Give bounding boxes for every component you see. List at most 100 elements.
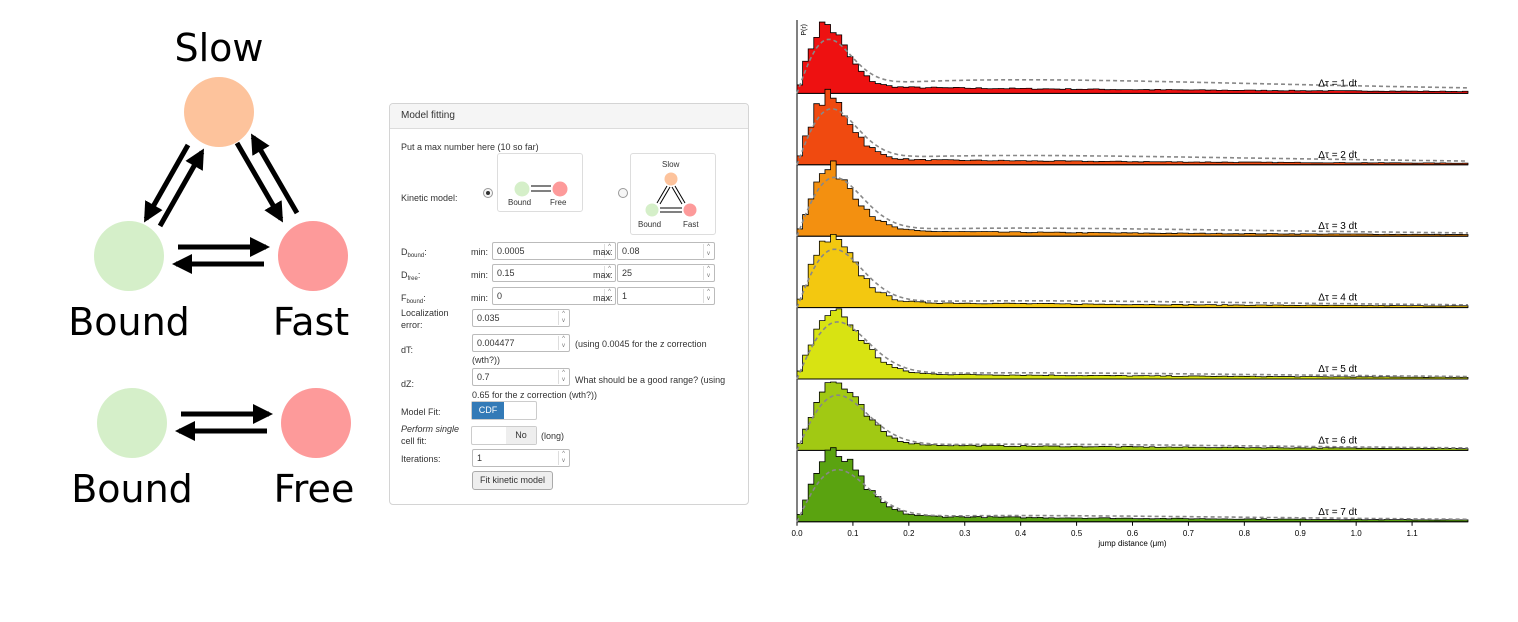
histogram-6 [796, 381, 1469, 451]
arrow-bound-to-slow [157, 148, 205, 228]
model-fit-toggle[interactable]: CDF [471, 401, 537, 420]
fit-curve-2 [796, 107, 1468, 166]
fit-kinetic-model-button[interactable]: Fit kinetic model [472, 471, 553, 490]
localization-error-input[interactable]: 0.035 ^ v [472, 309, 570, 327]
x-axis-label: jump distance (μm) [1097, 539, 1167, 548]
single-cell-label-2: cell fit: [401, 436, 427, 446]
fit-curve-1 [796, 38, 1469, 94]
bound-node-three [94, 221, 164, 291]
x-tick-label-0: 0.0 [791, 529, 803, 538]
three-state-mini-diagram [645, 172, 697, 217]
panel-title: Model fitting [390, 104, 748, 129]
histogram-7 [796, 447, 1469, 523]
fit-curve-4 [796, 248, 1468, 308]
series-label-4: Δτ = 4 dt [1318, 293, 1357, 304]
d-bound-min-input[interactable]: 0.0005 ^ v [492, 242, 616, 260]
slow-label: Slow [174, 26, 264, 70]
histogram-2 [796, 88, 1469, 166]
series-label-5: Δτ = 5 dt [1318, 364, 1357, 375]
series-label-6: Δτ = 6 dt [1318, 435, 1357, 446]
max-note: Put a max number here (10 so far) [401, 142, 539, 152]
model-fitting-panel: Model fitting Put a max number here (10 … [389, 103, 749, 505]
jump-distance-histograms: P(r) Δτ = 1 dt Δτ = 2 dt Δτ = 3 dt Δτ = 4 dt… [791, 20, 1469, 548]
f-bound-min-spinner[interactable]: ^ v [604, 289, 614, 303]
series-label-1: Δτ = 1 dt [1318, 78, 1357, 89]
fast-node [278, 221, 348, 291]
series-label-2: Δτ = 2 dt [1318, 150, 1357, 161]
dt-note: (using 0.0045 for the z correction [575, 339, 707, 349]
diagram-graphics [94, 77, 351, 458]
arrow-slow-to-bound [143, 143, 191, 223]
free-node [281, 388, 351, 458]
d-bound-max-input[interactable]: 0.08 ^ v [617, 242, 715, 260]
mini-slow-label: Slow [662, 160, 680, 169]
x-tick-label-11: 1.1 [1407, 529, 1419, 538]
arrow-fast-to-slow [250, 133, 300, 215]
f-bound-max-input[interactable]: 1 ^ v [617, 287, 715, 305]
d-free-min-input[interactable]: 0.15 ^ v [492, 264, 616, 282]
histogram-1 [796, 21, 1469, 94]
model-fit-label: Model Fit: [401, 407, 441, 417]
f-bound-max-spinner[interactable]: ^ v [703, 289, 713, 303]
f-bound-min-input[interactable]: 0 ^ v [492, 287, 616, 305]
localization-error-spinner[interactable]: ^ v [558, 311, 568, 325]
y-axis-label: P(r) [801, 24, 808, 36]
d-bound-min-spinner[interactable]: ^ v [604, 244, 614, 258]
series-label-3: Δτ = 3 dt [1318, 221, 1357, 232]
localization-label-2: error: [401, 320, 423, 330]
x-tick-label-9: 0.9 [1295, 529, 1307, 538]
fit-curve-6 [796, 394, 1468, 451]
d-free-min-label: min: [471, 270, 489, 280]
d-free-max-spinner[interactable]: ^ v [703, 266, 713, 280]
kinetic-option-three-state[interactable]: Slow Bound Fast [630, 153, 716, 235]
dz-input[interactable]: 0.7 ^ v [472, 368, 570, 386]
bound-node-two [97, 388, 167, 458]
d-free-max-input[interactable]: 25 ^ v [617, 264, 715, 282]
histogram-4 [796, 233, 1469, 308]
dz-note: What should be a good range? (using [575, 375, 726, 385]
iterations-spinner[interactable]: ^ v [558, 451, 568, 465]
single-cell-note: (long) [541, 431, 565, 441]
kinetic-option-three-state-radio[interactable] [618, 188, 628, 198]
fit-curve-3 [796, 176, 1468, 237]
kinetic-option-two-state-radio[interactable] [483, 188, 493, 198]
f-bound-max-label: max: [593, 293, 613, 303]
series-label-7: Δτ = 7 dt [1318, 507, 1357, 518]
d-bound-max-spinner[interactable]: ^ v [703, 244, 713, 258]
x-tick-label-4: 0.4 [1015, 529, 1027, 538]
two-state-mini-diagram [514, 181, 568, 197]
iterations-input[interactable]: 1 ^ v [472, 449, 570, 467]
d-free-max-label: max: [593, 270, 613, 280]
dt-spinner[interactable]: ^ v [558, 336, 568, 350]
dz-label: dZ: [401, 379, 415, 389]
bound-label-three: Bound [68, 300, 190, 344]
arrow-slow-to-fast [234, 141, 284, 223]
x-tick-label-6: 0.6 [1127, 529, 1139, 538]
dt-label: dT: [401, 345, 414, 355]
dz-note-2: 0.65 for the z correction (wth?)) [472, 390, 598, 400]
dz-spinner[interactable]: ^ v [558, 370, 568, 384]
d-bound-label: Dbound: [401, 247, 427, 259]
kinetic-option-two-state[interactable]: Bound Free [497, 153, 583, 212]
model-fit-toggle-value[interactable]: CDF [472, 402, 504, 419]
bound-label-two: Bound [71, 467, 193, 511]
localization-label: Localization [401, 308, 449, 318]
histogram-5 [796, 308, 1469, 380]
dt-note-2: (wth?)) [472, 355, 501, 365]
dt-input[interactable]: 0.004477 ^ v [472, 334, 570, 352]
x-tick-label-2: 0.2 [903, 529, 915, 538]
f-bound-label: Fbound: [401, 293, 426, 305]
d-free-label: Dfree: [401, 270, 421, 282]
single-cell-toggle-value[interactable]: No [506, 427, 536, 444]
mini-bound-label: Bound [508, 198, 532, 207]
fast-label: Fast [272, 300, 350, 344]
kinetic-model-label: Kinetic model: [401, 193, 458, 203]
single-cell-toggle[interactable]: No [471, 426, 537, 445]
d-free-min-spinner[interactable]: ^ v [604, 266, 614, 280]
free-label: Free [273, 467, 355, 511]
iterations-label: Iterations: [401, 454, 441, 464]
x-tick-label-7: 0.7 [1183, 529, 1195, 538]
f-bound-min-label: min: [471, 293, 489, 303]
kinetic-model-diagram: Slow Bound Fast Bound Free [0, 0, 380, 622]
x-tick-label-3: 0.3 [959, 529, 971, 538]
